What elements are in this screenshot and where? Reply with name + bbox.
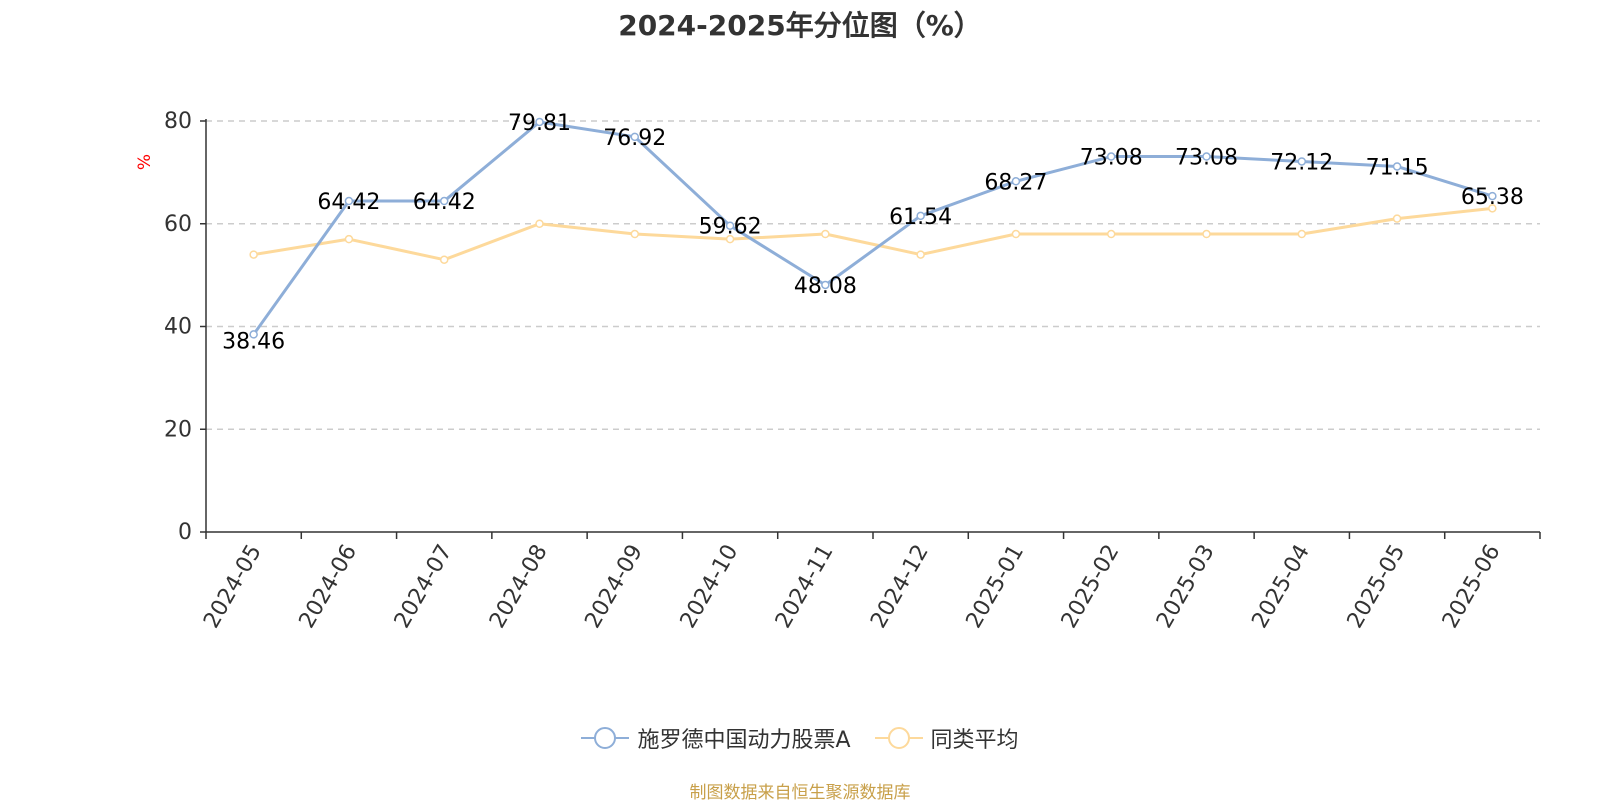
y-tick-label: 0 (178, 520, 192, 545)
x-tick-label: 2024-06 (295, 541, 363, 633)
average-data-point (725, 234, 735, 244)
grid-lines (206, 120, 1540, 430)
y-tick-label: 40 (164, 315, 192, 340)
fund-data-point (1392, 162, 1402, 171)
legend-line-circle-icon (874, 727, 923, 749)
x-tick-label: 2024-11 (771, 541, 839, 633)
fund-data-point (1297, 157, 1307, 166)
data-label: 71.15 (1366, 155, 1429, 180)
data-label: 73.08 (1080, 146, 1143, 171)
fund-data-point (1488, 191, 1497, 201)
source-note: 制图数据来自恒生聚源数据库 (689, 783, 911, 803)
fund-data-point (1202, 152, 1211, 161)
x-tick-label: 2025-02 (1057, 541, 1125, 633)
x-tick-label: 2024-07 (390, 541, 458, 633)
average-data-point (630, 229, 640, 239)
fund-data-point (535, 117, 544, 127)
fund-data-point (916, 211, 925, 221)
fund-series-line (252, 120, 1493, 336)
data-label: 48.08 (794, 274, 857, 299)
fund-data-point (725, 221, 735, 230)
x-tick-label: 2024-05 (199, 541, 267, 633)
x-tick-label: 2024-12 (866, 541, 934, 633)
average-data-point (344, 234, 354, 244)
data-label: 68.27 (984, 170, 1047, 195)
average-series-line (253, 206, 1493, 262)
data-labels: 38.46 64.42 64.42 79.81 76.92 59.62 48.08 61.54… (222, 111, 1524, 354)
average-data-point (535, 219, 544, 228)
fund-data-point (1106, 152, 1116, 161)
average-data-point (1297, 229, 1307, 239)
average-data-point (439, 255, 449, 264)
x-tick-label: 2024-08 (485, 541, 553, 633)
x-tick-label: 2025-01 (962, 541, 1030, 633)
data-label: 65.38 (1461, 185, 1524, 210)
data-label: 64.42 (317, 190, 380, 215)
x-tick-label: 2024-09 (580, 541, 648, 633)
average-data-point (1106, 229, 1116, 239)
data-label: 72.12 (1270, 150, 1333, 175)
average-data-point (916, 250, 925, 259)
fund-data-point (439, 196, 449, 206)
x-tick-label: 2025-05 (1343, 541, 1411, 633)
average-data-point (1202, 229, 1211, 239)
x-tick-label: 2025-03 (1152, 541, 1220, 633)
x-tick-label: 2025-06 (1438, 541, 1506, 633)
y-tick-label: 80 (164, 109, 192, 134)
legend: 施罗德中国动力股票A 同类平均 (0, 722, 1600, 754)
y-axis-label: % (135, 154, 155, 170)
fund-data-point (821, 280, 830, 290)
y-tick-label: 20 (164, 417, 192, 442)
average-data-point (1392, 214, 1402, 223)
fund-data-point (249, 330, 258, 339)
fund-data-point (1011, 177, 1021, 186)
data-label: 59.62 (699, 215, 762, 240)
data-label: 38.46 (222, 329, 285, 354)
data-label: 76.92 (603, 126, 666, 151)
x-tick-label: 2024-10 (676, 541, 744, 633)
legend-item-fund[interactable]: 施罗德中国动力股票A (581, 722, 851, 754)
legend-item-average[interactable]: 同类平均 (874, 722, 1019, 754)
average-data-point (1011, 229, 1021, 239)
average-data-point (1488, 204, 1497, 213)
legend-label-fund: 施罗德中国动力股票A (637, 728, 851, 753)
data-label: 64.42 (413, 190, 476, 215)
fund-data-point (344, 196, 354, 206)
data-label: 79.81 (508, 111, 571, 136)
data-label: 61.54 (889, 205, 952, 230)
legend-label-average: 同类平均 (930, 728, 1019, 753)
average-data-point (821, 229, 830, 239)
axes: 0 20 40 60 80% 2024-05 2024-06 2024-07 2024-08 20… (135, 109, 1541, 633)
fund-data-point (630, 132, 640, 142)
average-data-point (249, 250, 258, 259)
legend-line-circle-icon (581, 727, 630, 749)
x-tick-label: 2025-04 (1247, 541, 1315, 633)
chart-title: 2024-2025年分位图（%） (618, 9, 982, 42)
series-lines (249, 117, 1497, 339)
y-tick-label: 60 (164, 212, 192, 237)
data-label: 73.08 (1175, 146, 1238, 171)
